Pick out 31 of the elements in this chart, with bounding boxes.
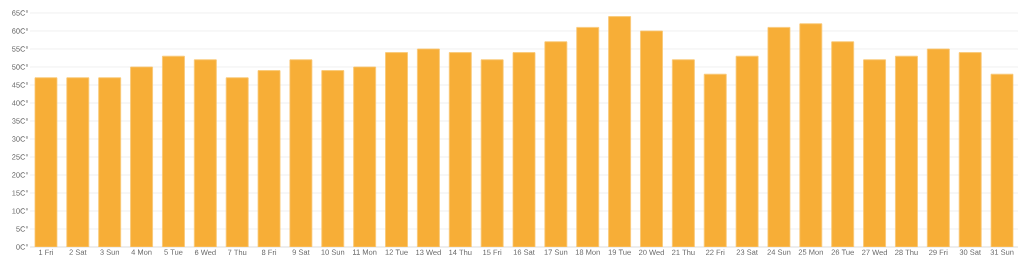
bar [98, 77, 122, 247]
bar [926, 48, 950, 247]
bar [608, 16, 632, 247]
bar [671, 59, 695, 247]
bar [257, 70, 281, 247]
bar [417, 48, 440, 247]
bar [799, 23, 823, 247]
bar [66, 77, 90, 247]
bar [512, 52, 536, 247]
bar [735, 55, 759, 247]
bar [353, 66, 377, 247]
bar [767, 27, 791, 247]
bar [576, 27, 600, 247]
bar [831, 41, 855, 247]
bar [289, 59, 313, 247]
bar [321, 70, 345, 247]
bar [130, 66, 153, 247]
bar [448, 52, 472, 247]
bar [990, 73, 1014, 247]
bar [34, 77, 58, 247]
bar [385, 52, 408, 247]
bar [162, 55, 185, 247]
bar [544, 41, 568, 247]
bar [193, 59, 217, 247]
bar [480, 59, 504, 247]
bar [703, 73, 727, 247]
bar [225, 77, 249, 247]
bar [958, 52, 982, 247]
bar [863, 59, 886, 247]
bar [895, 55, 918, 247]
bar [640, 30, 663, 247]
